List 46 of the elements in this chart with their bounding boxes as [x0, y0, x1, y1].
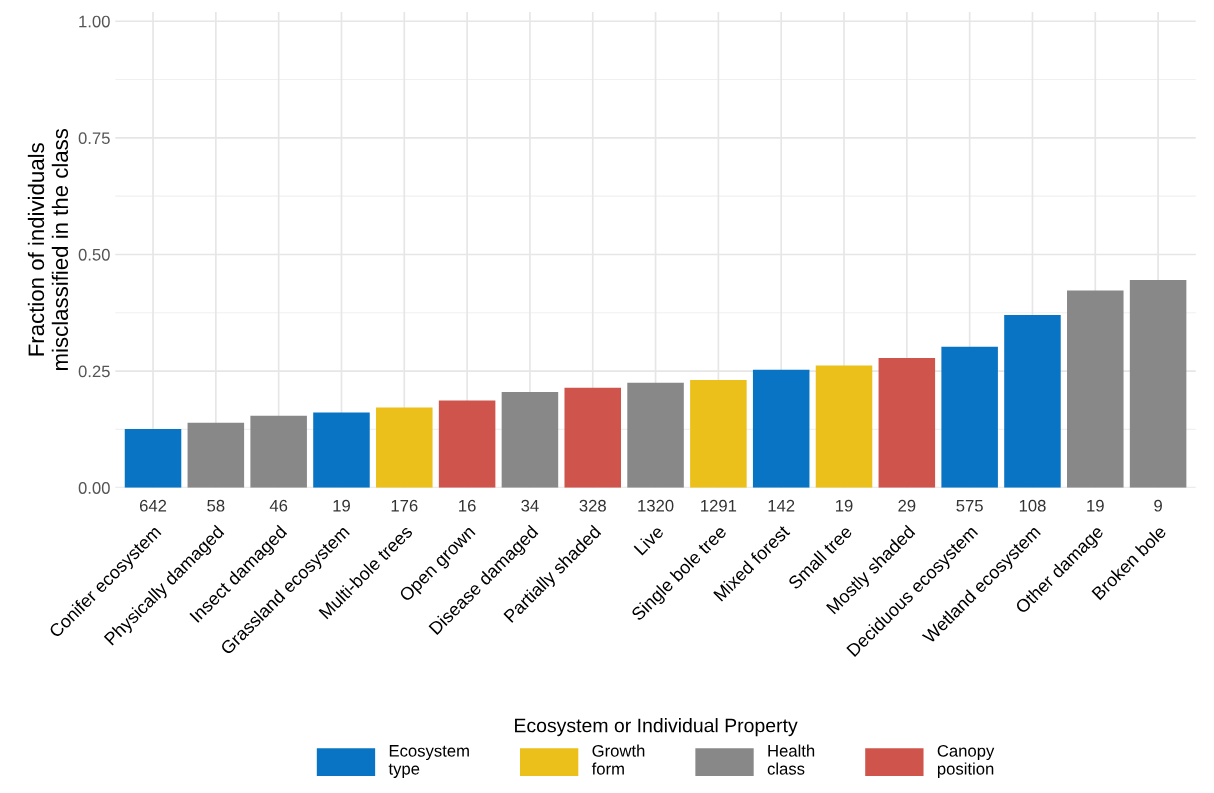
text: 1320 [638, 499, 674, 512]
y-tick-label: 1.00 [79, 15, 110, 28]
text: 16 [459, 499, 476, 512]
bar [1004, 315, 1061, 488]
text: 19 [836, 499, 853, 512]
text: 19 [333, 499, 350, 512]
text: 34 [521, 499, 539, 512]
bar [752, 369, 810, 488]
x-tick-label: Live [633, 524, 665, 556]
bar [124, 428, 182, 488]
text: 19 [1087, 499, 1104, 512]
legend-label: Ecosystem type [388, 745, 469, 778]
text: 176 [391, 499, 418, 512]
text: 328 [579, 499, 606, 512]
bar [815, 365, 873, 488]
bar [438, 400, 496, 488]
text: 46 [269, 499, 288, 512]
bar [564, 387, 622, 488]
text: 642 [139, 499, 167, 512]
text: 575 [956, 499, 983, 512]
bar [1129, 280, 1187, 488]
y-axis-title: Fraction of individuals misclassified in the class [27, 128, 69, 370]
bar [878, 358, 936, 488]
bar [941, 346, 998, 488]
bar [313, 412, 370, 488]
y-tick-label: 0.25 [78, 365, 110, 378]
bar [376, 407, 433, 488]
bar [501, 392, 559, 488]
bar [187, 422, 245, 488]
text: 58 [207, 499, 225, 512]
text: 142 [768, 499, 795, 512]
legend-title: Ecosystem or Individual Property [515, 718, 798, 737]
legend-label: Growth form [591, 744, 645, 775]
text: 9 [1154, 499, 1162, 512]
bar [690, 379, 747, 488]
y-tick-label: 0.50 [78, 248, 110, 261]
bar [1067, 290, 1124, 488]
bar [250, 415, 307, 488]
legend-label: Canopy position [937, 744, 995, 778]
y-tick-label: 0.00 [78, 482, 110, 494]
bar [627, 382, 684, 488]
text: 29 [898, 499, 916, 512]
text: 1291 [701, 499, 737, 512]
y-tick-label: 0.75 [78, 132, 110, 145]
legend-label: Health class [767, 744, 815, 775]
text: 108 [1019, 499, 1046, 512]
